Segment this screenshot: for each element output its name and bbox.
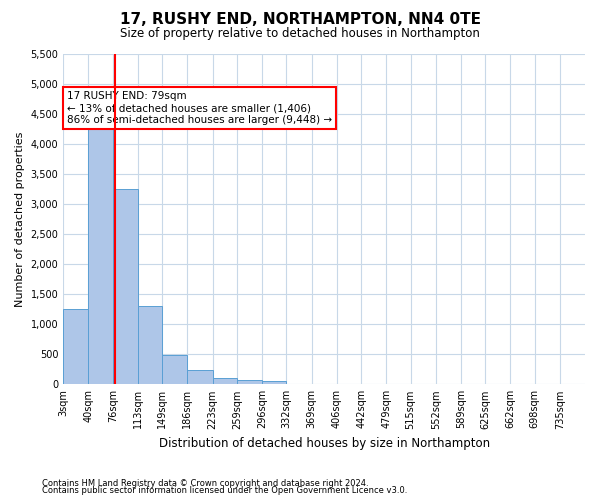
Bar — [63, 309, 88, 384]
Bar — [187, 370, 212, 384]
Text: Contains public sector information licensed under the Open Government Licence v3: Contains public sector information licen… — [42, 486, 407, 495]
Text: Size of property relative to detached houses in Northampton: Size of property relative to detached ho… — [120, 28, 480, 40]
Text: 17 RUSHY END: 79sqm
← 13% of detached houses are smaller (1,406)
86% of semi-det: 17 RUSHY END: 79sqm ← 13% of detached ho… — [67, 92, 332, 124]
Bar — [138, 306, 163, 384]
Text: 17, RUSHY END, NORTHAMPTON, NN4 0TE: 17, RUSHY END, NORTHAMPTON, NN4 0TE — [119, 12, 481, 28]
Bar — [163, 356, 187, 384]
X-axis label: Distribution of detached houses by size in Northampton: Distribution of detached houses by size … — [158, 437, 490, 450]
Bar — [237, 380, 262, 384]
Bar — [113, 189, 138, 384]
Bar — [88, 126, 113, 384]
Text: Contains HM Land Registry data © Crown copyright and database right 2024.: Contains HM Land Registry data © Crown c… — [42, 478, 368, 488]
Y-axis label: Number of detached properties: Number of detached properties — [15, 132, 25, 307]
Bar — [212, 378, 237, 384]
Bar — [262, 380, 286, 384]
